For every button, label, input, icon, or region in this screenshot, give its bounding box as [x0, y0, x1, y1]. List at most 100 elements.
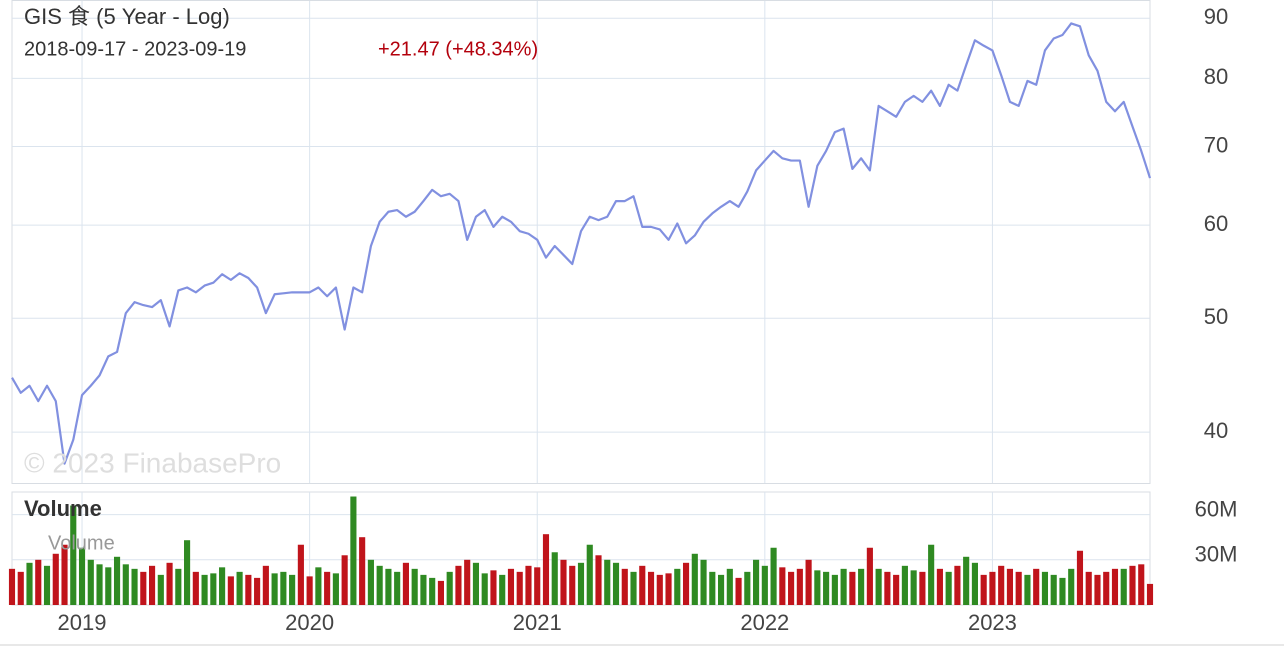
volume-bar [184, 540, 191, 605]
volume-bar [901, 565, 908, 605]
volume-bar [1103, 571, 1110, 605]
volume-bar [87, 559, 94, 605]
x-tick-label: 2021 [513, 610, 562, 635]
volume-bar [980, 574, 987, 605]
volume-bar [499, 574, 506, 605]
volume-bar [280, 571, 287, 605]
volume-bar [744, 571, 751, 605]
volume-bar [324, 571, 331, 605]
volume-bar [788, 571, 795, 605]
volume-bar [691, 553, 698, 605]
volume-bar [954, 565, 961, 605]
volume-bar [1085, 571, 1092, 605]
volume-bar [910, 570, 917, 605]
volume-bar [936, 568, 943, 605]
volume-bar [262, 565, 269, 605]
volume-bar [586, 544, 593, 605]
volume-bar [43, 565, 51, 605]
volume-bar [858, 568, 865, 605]
volume-bar [35, 559, 42, 605]
volume-bar [875, 568, 882, 605]
volume-bar [753, 559, 760, 605]
volume-bar [1033, 568, 1040, 605]
volume-bar [831, 574, 838, 605]
grid [12, 1, 1150, 605]
volume-bar [639, 565, 646, 605]
volume-bar [210, 573, 217, 605]
volume-bar [516, 571, 523, 605]
date-range: 2018-09-17 - 2023-09-19 [24, 38, 246, 60]
volume-bar [700, 559, 707, 605]
x-tick-label: 2022 [740, 610, 789, 635]
volume-bar [989, 571, 996, 605]
volume-bar [157, 574, 164, 605]
volume-bar [630, 571, 637, 605]
volume-bar [131, 568, 138, 605]
volume-bar [350, 496, 357, 605]
volume-bar [271, 573, 278, 605]
volume-bar [140, 571, 147, 605]
volume-bar [551, 552, 558, 605]
volume-bar [656, 574, 663, 605]
volume-bar [805, 559, 812, 605]
watermark: © 2023 FinabasePro [24, 447, 281, 478]
chart-title: GIS 食 (5 Year - Log) [24, 4, 230, 29]
price-line [11, 22, 1152, 465]
volume-bar [595, 555, 602, 605]
volume-bar [1006, 568, 1014, 605]
y-tick-label: 80 [1204, 64, 1228, 89]
volume-bar [1146, 583, 1154, 605]
volume-bar [525, 565, 532, 605]
y-tick-label: 50 [1204, 304, 1228, 329]
volume-bar [315, 567, 322, 605]
volume-bar [148, 565, 156, 605]
volume-bar [893, 574, 900, 605]
volume-bar [429, 577, 436, 605]
volume-bar [665, 573, 672, 605]
price-panel [11, 0, 1151, 484]
volume-bar [376, 565, 383, 605]
volume-bar [963, 556, 970, 605]
volume-bar [612, 562, 620, 605]
volume-bar [849, 571, 856, 605]
volume-bar [481, 573, 488, 605]
volume-bar [420, 574, 427, 605]
volume-bar [78, 547, 86, 605]
volume-bar [61, 544, 68, 605]
volume-bar [166, 562, 173, 605]
volume-legend: Volume [48, 532, 115, 554]
volume-bar [1041, 571, 1049, 605]
volume-bar [1076, 550, 1084, 605]
volume-bar [227, 576, 234, 605]
volume-bar [945, 571, 952, 605]
y-tick-label: 40 [1204, 418, 1228, 443]
volume-bar [560, 559, 567, 605]
volume-bar [254, 577, 261, 605]
volume-bar [289, 574, 296, 605]
volume-bar [1068, 568, 1075, 605]
y-tick-label: 60M [1195, 496, 1238, 521]
volume-bar [113, 556, 121, 605]
y-tick-label: 70 [1204, 132, 1228, 157]
volume-bar [709, 571, 716, 605]
volume-bar [192, 571, 199, 605]
volume-bar [779, 567, 786, 605]
volume-bar [1138, 564, 1145, 605]
volume-bar [96, 564, 103, 605]
volume-bar [26, 562, 33, 605]
y-tick-label: 90 [1204, 4, 1228, 29]
volume-bar [604, 559, 611, 605]
volume-bar [464, 559, 471, 605]
volume-bar [919, 571, 926, 605]
volume-bar [219, 567, 226, 605]
volume-bar [621, 568, 628, 605]
volume-bar [726, 568, 733, 605]
volume-bar [490, 570, 497, 605]
volume-bar [928, 544, 935, 605]
price-change: +21.47 (+48.34%) [378, 38, 538, 60]
volume-bar [647, 571, 655, 605]
volume-bar [814, 570, 821, 605]
y-tick-label: 30M [1195, 542, 1238, 567]
volume-bar [823, 571, 830, 605]
volume-bar [866, 547, 873, 605]
